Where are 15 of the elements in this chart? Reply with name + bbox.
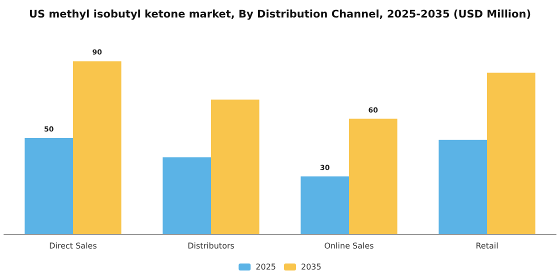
bar — [438, 140, 487, 234]
bar — [300, 176, 349, 234]
x-tick-label: Online Sales — [324, 242, 374, 250]
legend-label: 2025 — [256, 262, 276, 272]
chart-title: US methyl isobutyl ketone market, By Distribution Channel, 2025-2035 (USD Million) — [28, 8, 532, 20]
bar — [349, 118, 398, 234]
bar — [211, 100, 260, 234]
x-tick-label: Distributors — [188, 242, 234, 250]
legend-label: 2035 — [301, 262, 322, 272]
bar — [162, 157, 211, 234]
x-tick-label: Direct Sales — [49, 242, 97, 250]
bar — [73, 61, 122, 234]
x-tick-label: Retail — [476, 242, 498, 250]
bar — [24, 138, 73, 234]
bar — [487, 72, 536, 234]
